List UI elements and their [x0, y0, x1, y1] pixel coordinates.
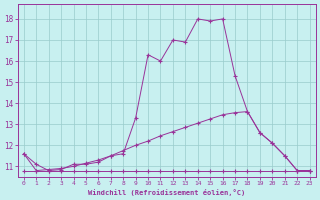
- X-axis label: Windchill (Refroidissement éolien,°C): Windchill (Refroidissement éolien,°C): [88, 189, 245, 196]
